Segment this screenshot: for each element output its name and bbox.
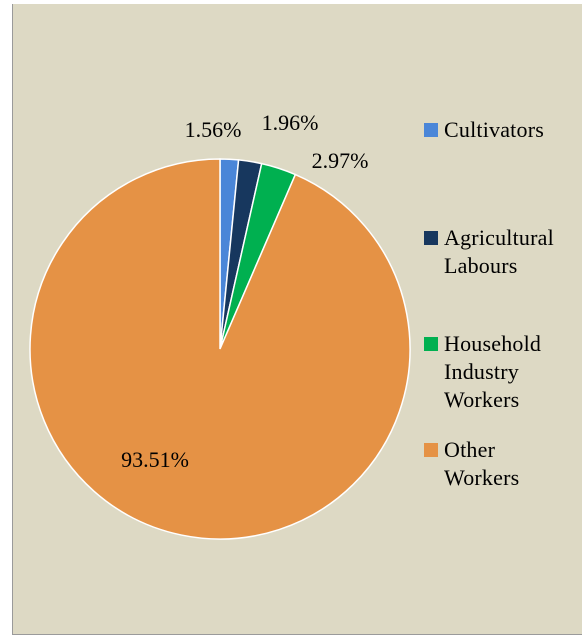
data-label-agricultural-labours: 1.96% (262, 110, 319, 135)
legend-label-agricultural-labours: Agricultural Labours (444, 224, 582, 280)
legend-swatch-agricultural-labours (424, 231, 438, 245)
legend-text-line: Cultivators (444, 117, 544, 142)
legend-text-line: Agricultural (444, 225, 554, 250)
legend-swatch-other-workers (424, 443, 438, 457)
legend-text-line: Household (444, 331, 542, 356)
pie-slice-other-workers (29, 158, 411, 540)
legend-swatch-household-industry-workers (424, 337, 438, 351)
legend-label-cultivators: Cultivators (444, 116, 582, 144)
legend-text-line: Industry (444, 359, 519, 384)
legend-text-line: Other (444, 437, 496, 462)
data-label-cultivators: 1.56% (185, 117, 242, 142)
legend-text-line: Labours (444, 253, 518, 278)
legend-swatch-cultivators (424, 123, 438, 137)
data-label-household-industry-workers: 2.97% (312, 148, 369, 173)
legend-text-line: Workers (444, 387, 520, 412)
data-label-other-workers: 93.51% (121, 447, 189, 472)
legend-label-other-workers: Other Workers (444, 436, 582, 492)
legend-label-household-industry-workers: Household Industry Workers (444, 330, 582, 414)
legend-text-line: Workers (444, 465, 520, 490)
